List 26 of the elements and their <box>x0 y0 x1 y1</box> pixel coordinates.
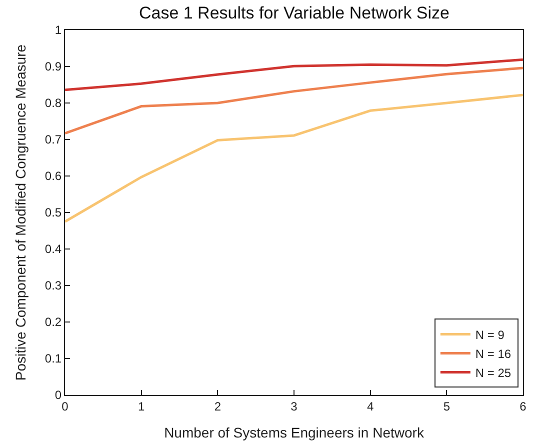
y-tick-label: 0.3 <box>44 278 62 293</box>
x-tick-label: 2 <box>214 399 222 414</box>
y-tick-label: 0 <box>54 388 62 402</box>
y-axis-title: Positive Component of Modified Congruence Measure <box>12 44 29 381</box>
line-series <box>65 58 523 92</box>
y-tick-label: 0.2 <box>44 315 62 330</box>
x-tick-label: 4 <box>366 399 374 414</box>
line-series <box>65 94 523 223</box>
y-tick-label: 0.8 <box>44 96 62 110</box>
y-tick-label: 0.9 <box>44 60 62 74</box>
x-axis-title: Number of Systems Engineers in Network <box>164 424 425 441</box>
y-tick-label: 0.7 <box>44 132 62 147</box>
y-tick-label: 0.5 <box>44 206 62 220</box>
x-tick-label: 3 <box>290 399 298 414</box>
x-tick-label: 6 <box>520 399 527 414</box>
y-tick-label: 0.4 <box>44 242 62 256</box>
x-tick-label: 1 <box>138 399 145 414</box>
legend-label: N = 16 <box>475 346 512 361</box>
y-tick-label: 0.6 <box>44 169 62 184</box>
y-tick-label: 0.1 <box>44 352 62 366</box>
line-series <box>65 66 523 135</box>
x-tick-label: 5 <box>443 399 450 414</box>
legend-label: N = 9 <box>475 328 505 342</box>
y-tick-label: 1 <box>54 23 62 38</box>
chart-title: Case 1 Results for Variable Network Size <box>138 4 450 23</box>
legend-label: N = 25 <box>475 366 512 380</box>
